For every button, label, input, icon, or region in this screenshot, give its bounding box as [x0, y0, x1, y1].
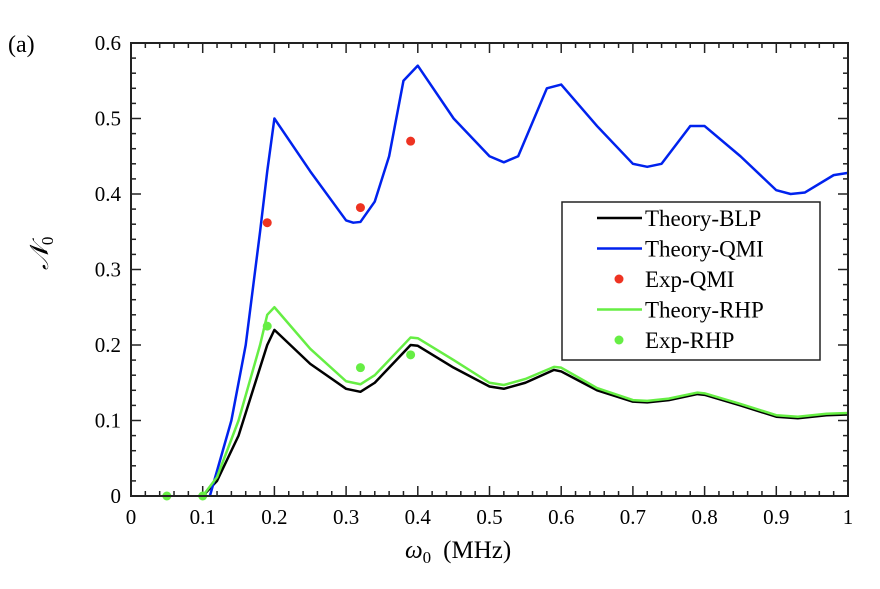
point-exp-rhp: [262, 321, 272, 331]
legend-swatch-exp-qmi: [614, 274, 624, 284]
point-exp-qmi: [262, 218, 272, 228]
y-axis-label: 𝒩0: [25, 237, 57, 270]
point-exp-rhp: [355, 363, 365, 373]
legend-label-theory-blp: Theory-BLP: [645, 206, 761, 231]
x-tick-label: 1: [843, 505, 854, 529]
series-theory-qmi: [208, 64, 849, 497]
y-tick-label: 0.6: [95, 31, 121, 55]
x-tick-label: 0.1: [190, 505, 216, 529]
x-tick-label: 0.4: [405, 505, 432, 529]
x-tick-label: 0.6: [548, 505, 574, 529]
legend-label-exp-qmi: Exp-QMI: [645, 267, 734, 292]
legend-label-exp-rhp: Exp-RHP: [645, 328, 734, 353]
panel-label: (a): [8, 32, 35, 58]
point-exp-qmi: [406, 136, 416, 146]
x-tick-label: 0: [126, 505, 137, 529]
legend-swatch-exp-rhp: [614, 335, 624, 345]
legend: Theory-BLP Theory-QMI Exp-QMI Theory-RHP Exp…: [561, 201, 821, 361]
x-axis-label: ω0 (MHz): [405, 537, 511, 567]
x-tick-label: 0.2: [261, 505, 287, 529]
axes-box: [130, 42, 849, 497]
y-tick-label: 0: [111, 484, 122, 508]
legend-label-theory-rhp: Theory-RHP: [645, 298, 764, 323]
y-tick-label: 0.2: [95, 333, 121, 357]
x-tick-label: 0.3: [333, 505, 359, 529]
point-exp-rhp: [406, 350, 416, 360]
y-tick-label: 0.5: [95, 107, 121, 131]
x-tick-label: 0.9: [763, 505, 789, 529]
point-exp-qmi: [355, 203, 365, 213]
series-theory-rhp: [201, 306, 849, 497]
series-theory-blp: [201, 328, 849, 497]
y-tick-label: 0.4: [95, 182, 122, 206]
legend-label-theory-qmi: Theory-QMI: [645, 237, 764, 262]
x-tick-label: 0.7: [620, 505, 646, 529]
x-tick-label: 0.8: [691, 505, 717, 529]
y-tick-label: 0.1: [95, 409, 121, 433]
x-tick-label: 0.5: [476, 505, 502, 529]
y-tick-label: 0.3: [95, 258, 121, 282]
